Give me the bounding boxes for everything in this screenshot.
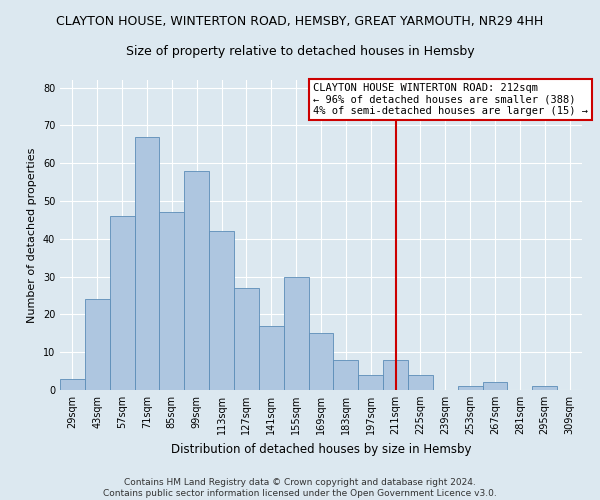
Bar (209, 231, 234, 390)
Text: Size of property relative to detached houses in Hemsby: Size of property relative to detached ho… (125, 45, 475, 58)
Bar (259, 326, 284, 390)
Bar (358, 375, 383, 390)
Text: CLAYTON HOUSE, WINTERTON ROAD, HEMSBY, GREAT YARMOUTH, NR29 4HH: CLAYTON HOUSE, WINTERTON ROAD, HEMSBY, G… (56, 15, 544, 28)
Bar (110, 216, 134, 390)
Bar (184, 170, 209, 390)
Bar (458, 386, 482, 390)
Bar (60, 378, 85, 390)
Bar (85, 300, 110, 390)
X-axis label: Distribution of detached houses by size in Hemsby: Distribution of detached houses by size … (171, 442, 471, 456)
Bar (334, 360, 358, 390)
Bar (284, 276, 308, 390)
Bar (160, 212, 184, 390)
Bar (383, 360, 408, 390)
Bar (308, 334, 334, 390)
Bar (134, 136, 160, 390)
Bar (408, 375, 433, 390)
Bar (482, 382, 508, 390)
Y-axis label: Number of detached properties: Number of detached properties (27, 148, 37, 322)
Text: CLAYTON HOUSE WINTERTON ROAD: 212sqm
← 96% of detached houses are smaller (388)
: CLAYTON HOUSE WINTERTON ROAD: 212sqm ← 9… (313, 83, 588, 116)
Text: Contains HM Land Registry data © Crown copyright and database right 2024.
Contai: Contains HM Land Registry data © Crown c… (103, 478, 497, 498)
Bar (234, 288, 259, 390)
Bar (532, 386, 557, 390)
